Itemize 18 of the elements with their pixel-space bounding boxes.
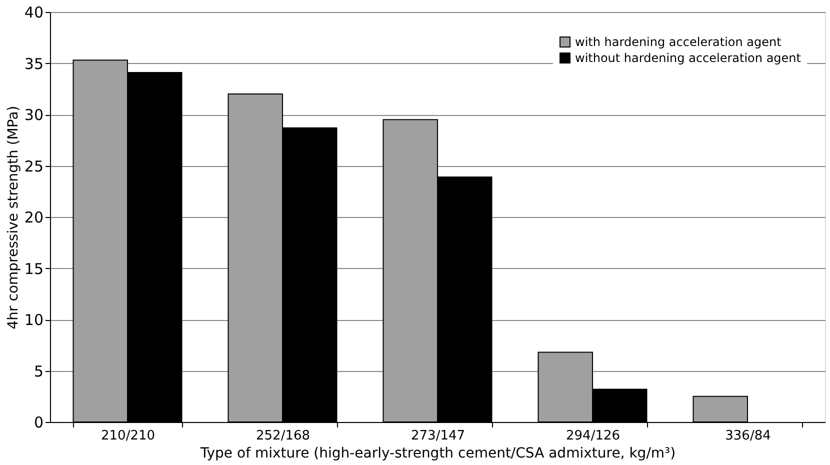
x-axis-title: Type of mixture (high-early-strength cement/CSA admixture, kg/m³) <box>199 446 676 462</box>
legend-label: with hardening acceleration agent <box>575 35 782 49</box>
y-axis-title: 4hr compressive strength (MPa) <box>5 106 22 330</box>
y-tick-label: 35 <box>24 54 44 73</box>
x-tick-label: 336/84 <box>725 428 771 444</box>
legend-label: without hardening acceleration agent <box>575 51 802 65</box>
x-tick-label: 210/210 <box>100 428 156 444</box>
y-tick-label: 20 <box>24 208 44 226</box>
y-tick-label: 15 <box>24 260 44 278</box>
y-tick-label: 30 <box>24 106 44 124</box>
x-tick-label: 273/147 <box>410 428 466 444</box>
y-tick-label: 5 <box>34 362 44 380</box>
y-tick-label: 25 <box>24 157 44 176</box>
y-tick-label: 10 <box>24 311 44 329</box>
y-tick-label: 40 <box>24 4 44 22</box>
x-tick-label: 294/126 <box>566 428 620 444</box>
x-tick-label: 252/168 <box>256 428 310 444</box>
y-tick-label: 0 <box>34 414 44 432</box>
